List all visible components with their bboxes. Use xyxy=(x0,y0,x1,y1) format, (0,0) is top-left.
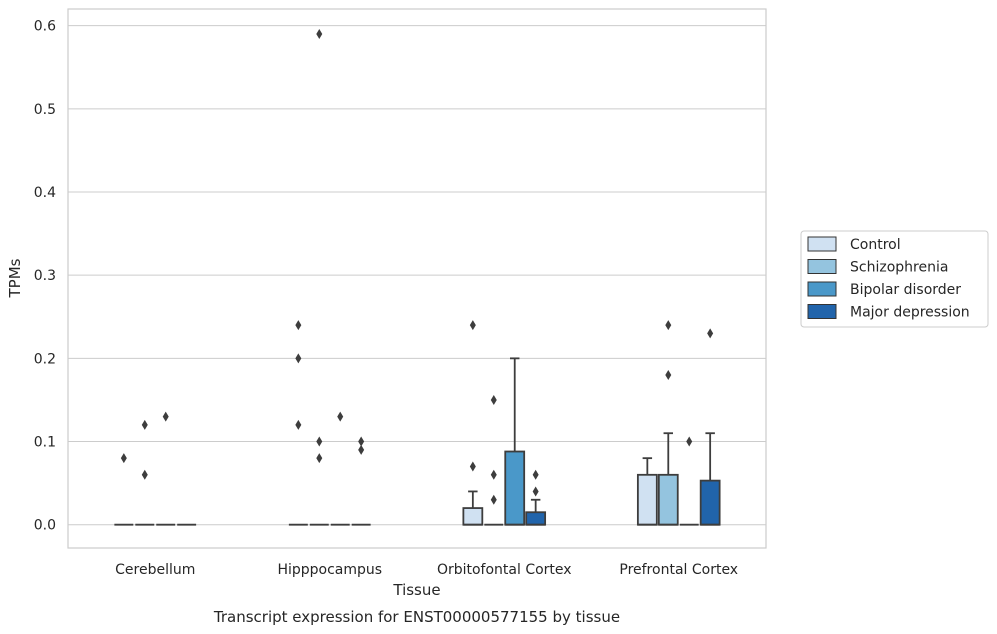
outlier-point xyxy=(532,486,539,497)
outlier-point xyxy=(316,436,323,447)
box-body xyxy=(462,507,484,526)
box-3-2 xyxy=(525,469,547,526)
box-3-1 xyxy=(351,436,371,526)
box-0-3 xyxy=(636,457,658,526)
box-1-1 xyxy=(309,28,329,526)
outlier-point xyxy=(337,411,344,422)
outlier-point xyxy=(707,328,714,339)
y-tick-label-6: 0.6 xyxy=(34,19,56,35)
y-axis-label: TPMs xyxy=(6,258,24,298)
outlier-point xyxy=(490,469,497,480)
box-2-1 xyxy=(330,411,350,526)
legend: Control Schizophrenia Bipolar disorder Majo… xyxy=(800,230,989,328)
box-0-2 xyxy=(462,320,484,526)
y-tick-label-5: 0.5 xyxy=(34,102,56,118)
legend-label-2: Bipolar disorder xyxy=(850,282,961,298)
outlier-point xyxy=(665,369,672,380)
outlier-point xyxy=(686,436,693,447)
box-body xyxy=(525,511,547,526)
outlier-point xyxy=(490,494,497,505)
x-tick-label-2: Orbitofontal Cortex xyxy=(437,562,572,578)
y-tick-labels: 0.0 0.1 0.2 0.3 0.4 0.5 0.6 xyxy=(34,19,56,534)
gridlines xyxy=(68,25,766,526)
outlier-point xyxy=(490,394,497,405)
box-1-3 xyxy=(657,320,679,526)
legend-swatch-3 xyxy=(807,304,837,319)
outlier-point xyxy=(469,320,476,331)
x-tick-labels: Cerebellum Hipppocampus Orbitofontal Corte… xyxy=(115,562,738,578)
outlier-point xyxy=(316,453,323,464)
box-body xyxy=(657,473,679,526)
x-tick-label-3: Prefrontal Cortex xyxy=(619,562,738,578)
legend-swatch-1 xyxy=(807,259,837,274)
box-2-2 xyxy=(504,357,526,526)
box-0-0 xyxy=(114,453,134,526)
chart-title: Transcript expression for ENST0000057715… xyxy=(213,608,620,626)
legend-label-3: Major depression xyxy=(850,305,970,321)
y-tick-label-1: 0.1 xyxy=(34,435,56,451)
outlier-point xyxy=(358,436,365,447)
box-1-0 xyxy=(135,419,155,526)
y-tick-label-0: 0.0 xyxy=(34,518,56,534)
outlier-point xyxy=(141,419,148,430)
outlier-point xyxy=(295,419,302,430)
legend-swatch-2 xyxy=(807,281,837,297)
outlier-point xyxy=(141,469,148,480)
box-1-2 xyxy=(484,394,504,526)
outlier-point xyxy=(358,444,365,455)
box-body xyxy=(504,450,526,526)
outlier-point xyxy=(295,320,302,331)
legend-swatch-0 xyxy=(807,236,837,252)
outlier-point xyxy=(316,28,323,39)
box-body xyxy=(699,479,721,526)
box-series xyxy=(114,28,721,526)
outlier-point xyxy=(120,453,127,464)
x-axis-label: Tissue xyxy=(392,581,440,599)
outlier-point xyxy=(162,411,169,422)
legend-label-1: Schizophrenia xyxy=(850,260,948,276)
y-tick-label-4: 0.4 xyxy=(34,185,56,201)
y-tick-label-3: 0.3 xyxy=(34,268,56,284)
box-3-3 xyxy=(699,328,721,526)
box-body xyxy=(636,473,658,526)
outlier-point xyxy=(469,461,476,472)
outlier-point xyxy=(532,469,539,480)
legend-label-0: Control xyxy=(850,237,901,253)
box-2-0 xyxy=(156,411,176,526)
outlier-point xyxy=(665,320,672,331)
plot-background xyxy=(68,9,766,548)
outlier-point xyxy=(295,353,302,364)
y-tick-label-2: 0.2 xyxy=(34,351,56,367)
box-2-3 xyxy=(679,436,699,526)
plot-frame xyxy=(67,8,767,549)
x-tick-label-0: Cerebellum xyxy=(115,562,195,578)
x-tick-label-1: Hipppocampus xyxy=(277,562,382,578)
box-0-1 xyxy=(288,320,308,526)
legend-frame xyxy=(800,230,989,328)
